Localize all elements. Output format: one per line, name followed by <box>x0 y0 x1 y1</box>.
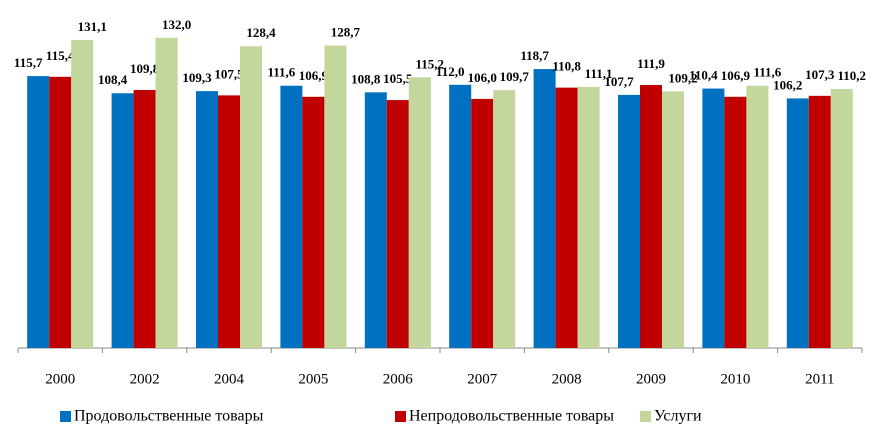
value-label: 106,0 <box>468 70 497 85</box>
bar <box>662 91 684 348</box>
bar <box>746 85 769 349</box>
value-label: 131,1 <box>78 19 107 34</box>
bar <box>386 100 409 348</box>
x-tick-label: 2010 <box>720 371 750 387</box>
value-label: 105,5 <box>383 71 413 86</box>
bar <box>71 39 94 348</box>
legend-swatch <box>640 411 651 422</box>
value-label: 115,4 <box>46 48 75 63</box>
value-label: 106,9 <box>299 68 329 83</box>
value-label: 111,9 <box>637 56 665 71</box>
value-label: 115,7 <box>14 55 43 70</box>
bar <box>702 88 725 348</box>
legend-label: Продовольственные товары <box>74 408 264 425</box>
bar <box>618 94 640 348</box>
legend-swatch <box>60 411 71 422</box>
bar <box>830 89 853 348</box>
value-label: 128,4 <box>246 25 276 40</box>
x-tick-label: 2009 <box>636 371 666 387</box>
value-label: 109,8 <box>130 61 160 76</box>
bar <box>724 96 747 348</box>
bar <box>133 89 156 348</box>
value-label: 128,7 <box>331 25 361 40</box>
bar <box>449 84 472 349</box>
value-label: 109,7 <box>500 69 530 84</box>
value-label: 107,5 <box>214 66 244 81</box>
bar <box>302 96 325 348</box>
bar <box>196 91 218 349</box>
bar <box>493 90 516 348</box>
value-label: 109,2 <box>668 70 697 85</box>
x-tick-label: 2007 <box>467 371 498 387</box>
bar <box>577 86 600 348</box>
x-tick-label: 2011 <box>805 371 834 387</box>
bar <box>280 85 303 349</box>
value-label: 111,6 <box>753 65 781 80</box>
bar <box>111 93 134 348</box>
bar <box>240 46 262 348</box>
value-label: 106,9 <box>721 68 751 83</box>
x-tick-label: 2005 <box>298 371 328 387</box>
value-label: 106,2 <box>773 77 802 92</box>
bar <box>555 87 578 349</box>
bar <box>49 76 72 348</box>
bar <box>533 69 556 349</box>
value-label: 109,3 <box>182 70 212 85</box>
bar <box>786 98 809 349</box>
value-label: 110,4 <box>689 68 718 83</box>
bar <box>808 95 831 348</box>
bar <box>324 45 347 349</box>
value-label: 115,2 <box>416 56 445 71</box>
value-label: 108,4 <box>98 72 128 87</box>
value-label: 111,1 <box>585 66 613 81</box>
bar <box>640 85 662 348</box>
bar <box>471 98 494 349</box>
bar <box>218 95 240 348</box>
legend-label: Услуги <box>654 408 702 425</box>
value-label: 118,7 <box>520 48 549 63</box>
x-tick-label: 2000 <box>45 371 75 387</box>
value-label: 111,6 <box>267 65 295 80</box>
value-label: 110,2 <box>838 68 867 83</box>
bar <box>408 77 431 348</box>
legend-swatch <box>395 411 406 422</box>
value-label: 108,8 <box>351 71 381 86</box>
x-tick-label: 2004 <box>214 371 245 387</box>
bar <box>155 37 178 349</box>
bar <box>364 92 387 348</box>
x-tick-label: 2008 <box>552 371 582 387</box>
x-tick-label: 2006 <box>383 371 414 387</box>
value-label: 107,7 <box>604 74 634 89</box>
value-label: 132,0 <box>162 17 191 32</box>
x-tick-label: 2002 <box>130 371 160 387</box>
value-label: 110,8 <box>552 59 581 74</box>
value-label: 107,3 <box>805 67 835 82</box>
bar <box>27 76 50 348</box>
value-label: 112,0 <box>436 64 465 79</box>
legend-label: Непродовольственные товары <box>409 408 614 425</box>
